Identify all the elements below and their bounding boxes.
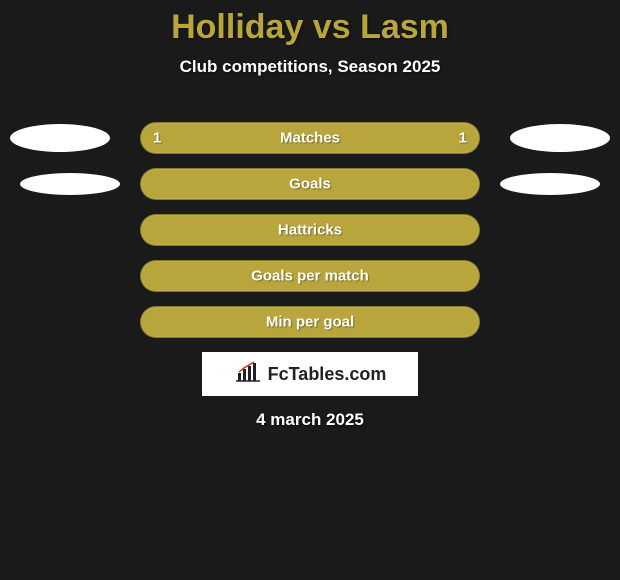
right-ellipse: [510, 124, 610, 152]
left-ellipse: [20, 173, 120, 195]
stat-bar: Hattricks: [140, 214, 480, 246]
stat-bar: Min per goal: [140, 306, 480, 338]
page-subtitle: Club competitions, Season 2025: [0, 57, 620, 77]
stat-bar: Matches 1 1: [140, 122, 480, 154]
page-title: Holliday vs Lasm: [0, 0, 620, 47]
stat-row: Goals: [0, 168, 620, 200]
left-ellipse: [10, 124, 110, 152]
stat-bar-left-value: 1: [153, 130, 161, 147]
stat-bar: Goals: [140, 168, 480, 200]
logo-chart-icon: [234, 361, 262, 388]
logo-text: FcTables.com: [268, 364, 387, 385]
stat-rows-container: Matches 1 1 Goals Hattricks Goals per match Mi…: [0, 122, 620, 352]
stat-row: Min per goal: [0, 306, 620, 338]
stat-bar-label: Matches: [280, 130, 340, 147]
infographic-canvas: Holliday vs Lasm Club competitions, Seas…: [0, 0, 620, 580]
stat-bar-label: Goals per match: [251, 268, 369, 285]
stat-row: Matches 1 1: [0, 122, 620, 154]
stat-bar: Goals per match: [140, 260, 480, 292]
stat-row: Hattricks: [0, 214, 620, 246]
date-line: 4 march 2025: [0, 410, 620, 430]
stat-bar-label: Hattricks: [278, 222, 342, 239]
stat-row: Goals per match: [0, 260, 620, 292]
stat-bar-right-value: 1: [459, 130, 467, 147]
stat-bar-label: Min per goal: [266, 314, 354, 331]
right-ellipse: [500, 173, 600, 195]
stat-bar-label: Goals: [289, 176, 331, 193]
logo-box: FcTables.com: [202, 352, 418, 396]
